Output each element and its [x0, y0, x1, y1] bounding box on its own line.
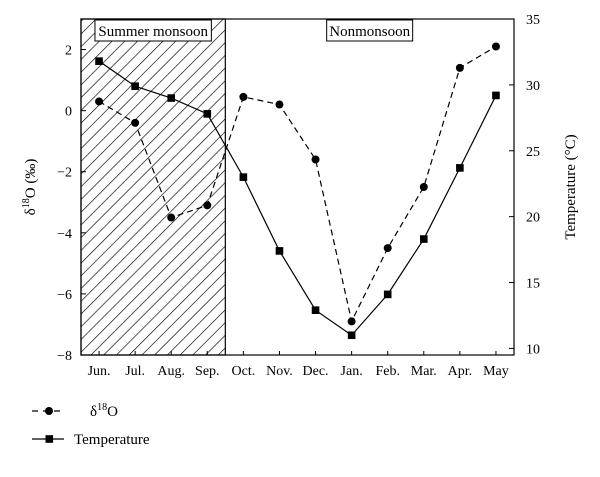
summer-monsoon-region — [80, 18, 226, 356]
temperature-point-aug — [167, 94, 176, 102]
right-axis-title: Temperature (°C) — [563, 134, 579, 239]
legend-marker-square — [45, 435, 54, 443]
right-tick-label: 20 — [526, 211, 540, 226]
left-tick-label: 2 — [65, 44, 72, 59]
x-tick-label: Sep. — [195, 364, 220, 379]
legend-label-rest: O — [107, 404, 118, 420]
x-tick-label: Nov. — [266, 364, 293, 379]
left-tick-label: −8 — [57, 349, 72, 364]
temperature-point-oct — [239, 173, 248, 181]
region-label-box-1 — [326, 19, 414, 42]
d18o-point-dec — [311, 155, 320, 164]
d18o-point-aug — [167, 213, 176, 222]
series-line-d18o — [98, 45, 497, 324]
x-tick-label: Feb. — [375, 364, 400, 379]
left-tick-label: −4 — [57, 227, 72, 242]
x-tick-label: May — [483, 364, 509, 379]
x-tick-label: Jan. — [341, 364, 363, 379]
right-tick-label: 25 — [526, 145, 540, 160]
legend-label-main: Temperature — [74, 432, 150, 448]
legend-label-0: δ18O — [90, 402, 118, 420]
d18o-point-feb — [383, 244, 392, 253]
left-tick-label: −6 — [57, 288, 72, 303]
legend-marker-circle — [45, 407, 53, 415]
left-axis-title: δ18O (‰) — [21, 159, 39, 216]
d18o-point-jan — [347, 317, 356, 326]
right-tick-label: 15 — [526, 277, 540, 292]
region-label-0: Summer monsoon — [98, 24, 208, 40]
temperature-point-jan — [347, 331, 356, 340]
left-axis-title-rest: O (‰) — [23, 159, 39, 199]
x-tick-label: Oct. — [232, 364, 256, 379]
d18o-point-jun — [95, 97, 104, 106]
temperature-point-dec — [311, 306, 320, 314]
d18o-point-may — [491, 42, 500, 51]
left-tick-label: −2 — [57, 166, 72, 181]
left-axis-title-main: δ — [23, 208, 39, 215]
x-tick-label: Jun. — [88, 364, 111, 379]
d18o-point-oct — [239, 92, 248, 101]
d18o-point-jul — [131, 118, 140, 127]
x-tick-label: Aug. — [157, 364, 185, 379]
d18o-point-mar — [419, 183, 428, 191]
legend-label-1: Temperature — [74, 432, 150, 448]
x-tick-label: Dec. — [303, 364, 329, 379]
d18o-point-sep — [203, 201, 212, 210]
d18o-point-apr — [455, 63, 464, 72]
d18o-point-nov — [275, 100, 284, 109]
region-label-box-0 — [94, 19, 212, 42]
legend-label-sup: 18 — [97, 402, 107, 413]
temperature-point-sep — [203, 110, 212, 118]
temperature-point-jun — [95, 57, 103, 65]
right-tick-label: 10 — [526, 342, 540, 357]
temperature-point-jul — [131, 82, 139, 90]
temperature-point-apr — [456, 164, 464, 172]
right-tick-label: 35 — [526, 13, 540, 28]
temperature-point-may — [492, 91, 500, 100]
region-label-1: Nonmonsoon — [329, 24, 410, 40]
plot-frame — [80, 18, 515, 356]
x-tick-label: Mar. — [411, 364, 437, 379]
temperature-point-mar — [419, 235, 428, 243]
x-tick-label: Jul. — [125, 364, 145, 379]
temperature-point-feb — [383, 290, 392, 299]
x-tick-label: Apr. — [448, 364, 473, 379]
series-line-temperature — [98, 60, 497, 337]
right-tick-label: 30 — [526, 79, 540, 94]
left-axis-title-sup: 18 — [21, 198, 32, 208]
temperature-point-nov — [275, 247, 284, 255]
legend-label-main: δ — [90, 404, 97, 420]
left-tick-label: 0 — [65, 105, 72, 120]
